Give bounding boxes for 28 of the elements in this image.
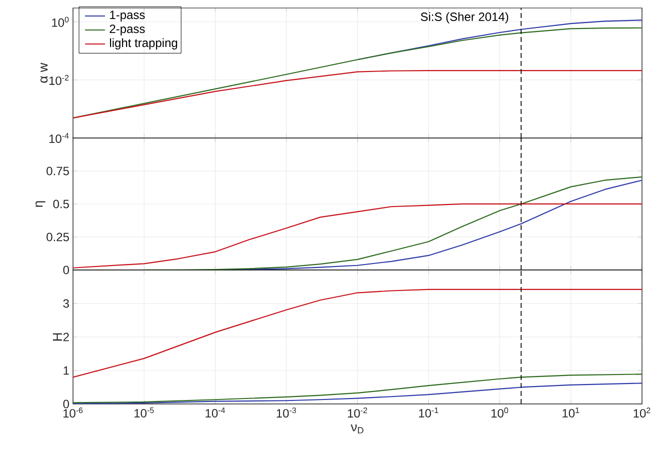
- x-axis-title: ν$_{D}$: [350, 424, 364, 434]
- x-tick-label: 10$^{-2}$: [348, 408, 368, 418]
- y-tick-label: 3: [63, 299, 69, 308]
- x-tick-label: 10$^{-4}$: [206, 408, 225, 418]
- y-tick-label: 1: [64, 366, 69, 375]
- y-axis-title: η: [36, 201, 46, 207]
- legend-label: 1-pass: [110, 10, 145, 22]
- y-tick-label: 0: [63, 400, 70, 408]
- y-tick-label: 2: [63, 332, 69, 342]
- y-tick-label: 0: [63, 266, 70, 274]
- y-tick-label: 10$^{0}$: [52, 16, 69, 27]
- y-tick-label: 10$^{-2}$: [49, 74, 69, 85]
- x-tick-label: 10$^{2}$: [634, 408, 650, 418]
- x-tick-label: 10$^{-5}$: [134, 408, 154, 418]
- y-axis-title: H: [52, 333, 62, 341]
- x-tick-label: 10$^{-6}$: [63, 408, 83, 418]
- legend-label: 2-pass: [110, 24, 145, 36]
- y-tick-label: 0.5: [53, 200, 69, 208]
- y-axis-title: α w: [40, 62, 48, 83]
- x-tick-label: 10$^{-1}$: [419, 408, 438, 418]
- x-tick-label: 10$^{0}$: [492, 408, 508, 418]
- y-tick-label: 0.25: [46, 232, 69, 242]
- x-tick-label: 10$^{1}$: [562, 408, 580, 418]
- legend-label: light trapping: [110, 38, 178, 50]
- y-tick-label: 0.75: [46, 166, 69, 176]
- y-tick-label: 10$^{-4}$: [49, 133, 69, 143]
- x-tick-label: 10$^{-3}$: [276, 408, 296, 418]
- ref-line-label: Si:S (Sher 2014): [420, 12, 508, 24]
